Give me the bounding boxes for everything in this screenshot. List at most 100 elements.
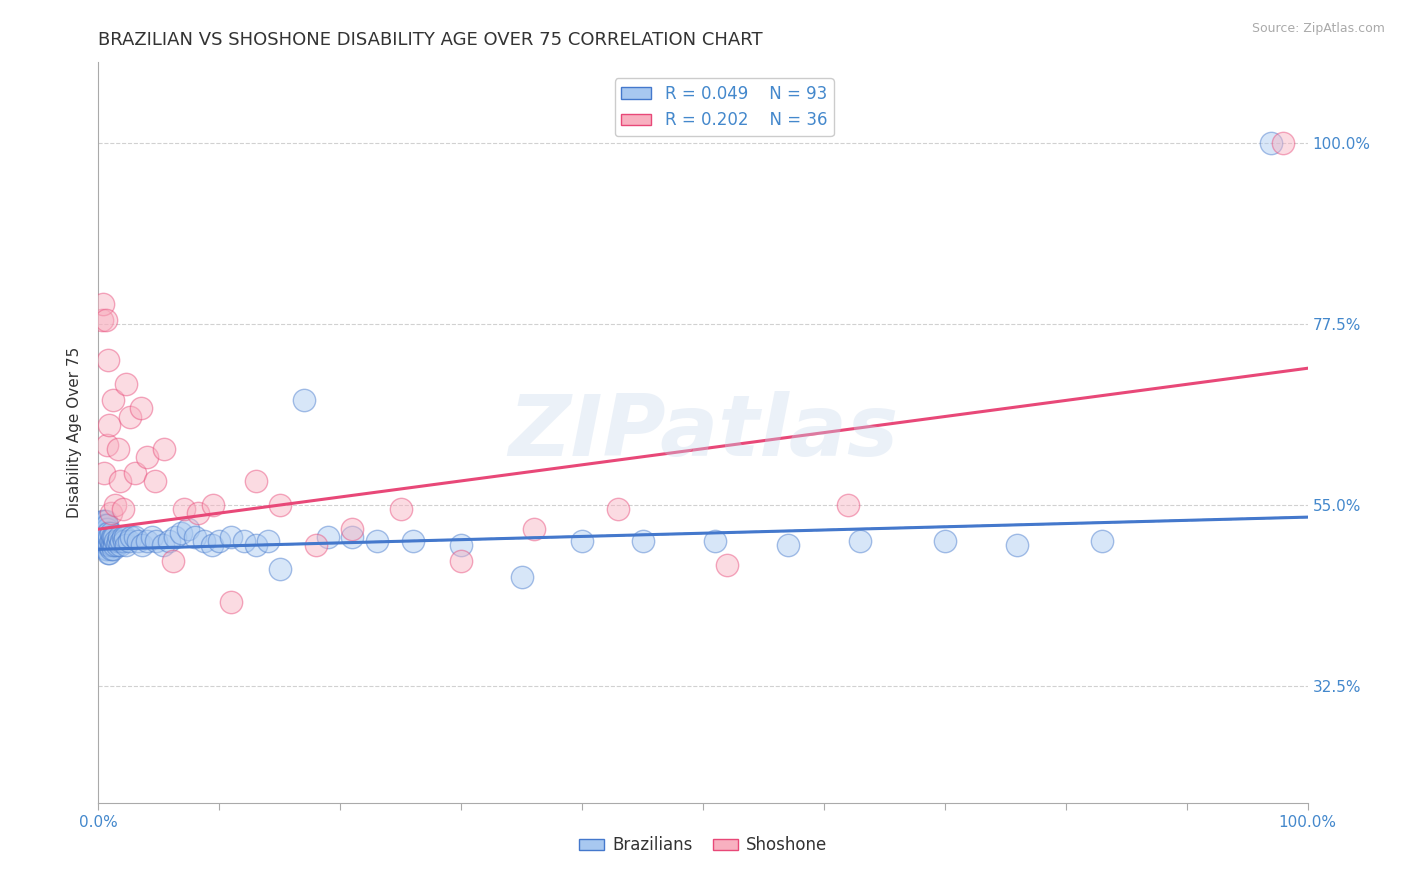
Point (201, 538, 224, 552)
Text: BRAZILIAN VS SHOSHONE DISABILITY AGE OVER 75 CORRELATION CHART: BRAZILIAN VS SHOSHONE DISABILITY AGE OVE… (98, 31, 763, 49)
Point (837, 498, 859, 512)
Point (94, 313, 117, 327)
Point (107, 442, 129, 456)
Point (98, 546, 121, 560)
Point (97, 538, 120, 552)
Point (96, 538, 118, 552)
Point (342, 522, 364, 536)
Point (115, 377, 138, 392)
Point (94, 526, 117, 541)
Point (221, 594, 243, 608)
Point (163, 530, 186, 544)
Point (91, 522, 114, 536)
Point (100, 534, 122, 549)
Point (100, 526, 122, 541)
Point (221, 530, 243, 544)
Point (91, 522, 114, 536)
Point (450, 554, 472, 568)
Point (184, 530, 207, 544)
Point (305, 538, 328, 552)
Point (93, 514, 115, 528)
Point (96, 518, 118, 533)
Point (704, 534, 727, 549)
Y-axis label: Disability Age Over 75: Disability Age Over 75 (67, 347, 83, 518)
Point (316, 530, 339, 544)
Point (108, 530, 131, 544)
Point (118, 409, 141, 424)
Point (96, 522, 118, 536)
Point (94, 514, 117, 528)
Point (145, 534, 167, 549)
Point (108, 538, 131, 552)
Point (100, 538, 122, 552)
Point (108, 474, 131, 488)
Point (342, 530, 364, 544)
Point (245, 538, 267, 552)
Point (107, 534, 129, 549)
Point (115, 538, 138, 552)
Point (100, 506, 122, 520)
Point (450, 538, 472, 552)
Point (269, 562, 291, 576)
Point (162, 554, 184, 568)
Point (101, 393, 124, 408)
Point (97, 546, 120, 560)
Point (98, 417, 121, 432)
Point (94, 522, 117, 536)
Point (111, 502, 134, 516)
Point (97, 353, 120, 368)
Point (100, 530, 122, 544)
Point (96, 534, 118, 549)
Point (177, 522, 200, 536)
Point (1007, 538, 1029, 552)
Point (232, 534, 254, 549)
Point (96, 526, 118, 541)
Point (1260, 136, 1282, 150)
Point (143, 474, 166, 488)
Point (152, 538, 174, 552)
Point (849, 534, 872, 549)
Point (90, 534, 112, 549)
Point (269, 498, 291, 512)
Point (97, 530, 120, 544)
Point (93, 518, 115, 533)
Point (101, 542, 124, 557)
Point (110, 534, 132, 549)
Point (114, 530, 136, 544)
Text: ZIPatlas: ZIPatlas (508, 391, 898, 475)
Point (93, 530, 115, 544)
Point (152, 442, 174, 456)
Point (256, 534, 278, 549)
Point (94, 530, 117, 544)
Point (135, 450, 157, 464)
Point (94, 518, 117, 533)
Point (776, 538, 799, 552)
Point (127, 534, 149, 549)
Point (169, 526, 191, 541)
Point (716, 558, 738, 573)
Point (202, 498, 225, 512)
Point (91, 514, 114, 528)
Point (100, 542, 122, 557)
Point (157, 534, 180, 549)
Point (103, 538, 125, 552)
Point (96, 438, 118, 452)
Point (523, 522, 546, 536)
Point (120, 530, 142, 544)
Point (631, 534, 654, 549)
Point (124, 466, 146, 480)
Point (112, 534, 135, 549)
Point (91, 534, 114, 549)
Point (187, 506, 209, 520)
Point (91, 530, 114, 544)
Point (103, 530, 125, 544)
Point (366, 534, 388, 549)
Point (93, 522, 115, 536)
Point (91, 297, 114, 311)
Point (173, 502, 195, 516)
Point (111, 530, 134, 544)
Point (94, 542, 117, 557)
Point (571, 534, 593, 549)
Point (93, 466, 115, 480)
Point (104, 534, 127, 549)
